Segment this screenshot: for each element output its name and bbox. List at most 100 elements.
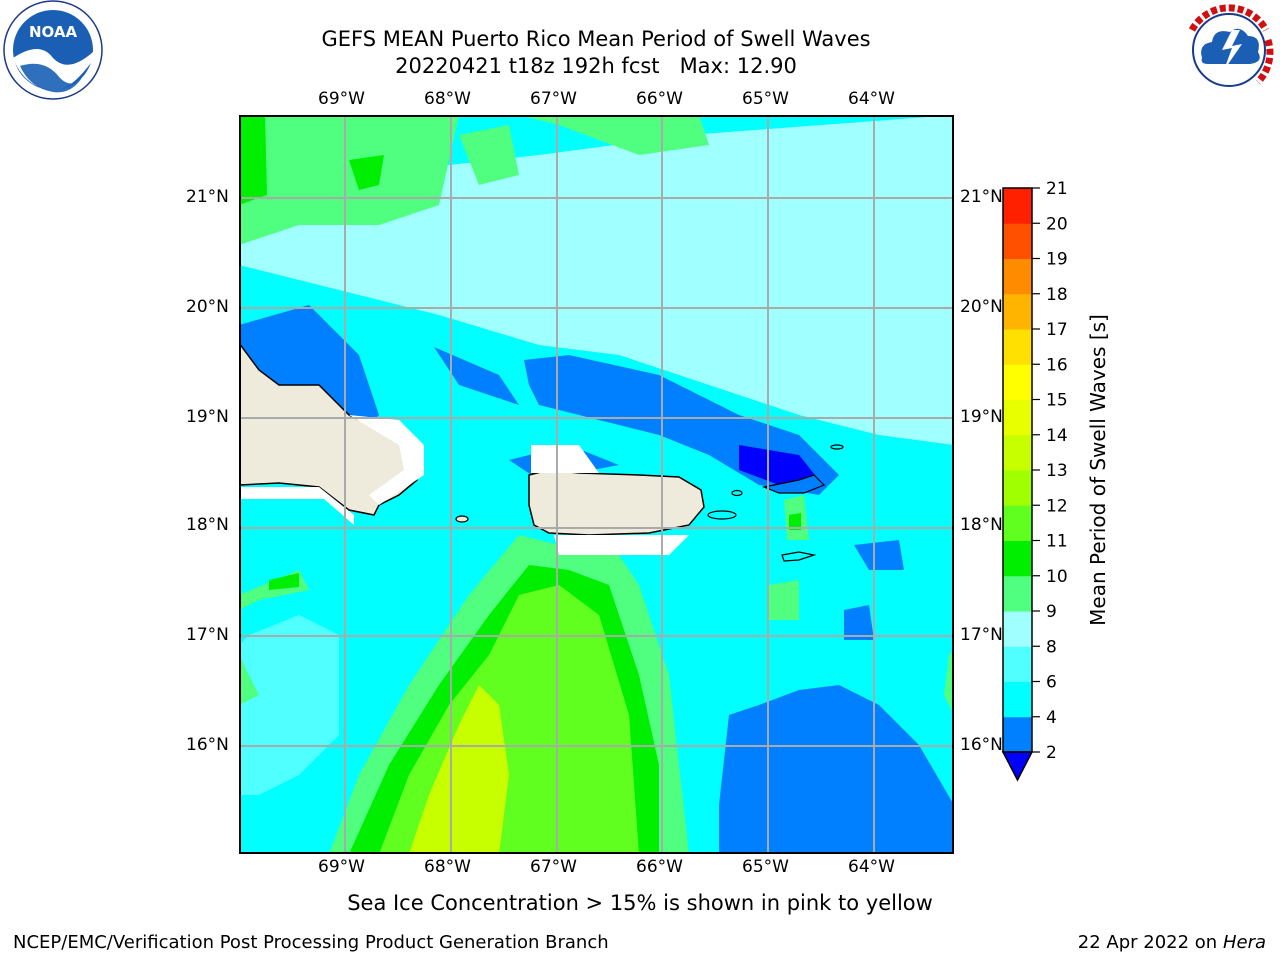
contour-light-green-east — [769, 580, 799, 620]
lon-label-top-66w: 66°W — [636, 89, 683, 109]
colorbar-min-arrow — [1001, 751, 1034, 782]
colorbar-tick-label: 20 — [1046, 214, 1068, 234]
colorbar-label: Mean Period of Swell Waves [s] — [1086, 314, 1110, 626]
lat-label-right-19n: 19°N — [960, 407, 1003, 427]
colorbar-tick-label: 18 — [1046, 285, 1068, 305]
lon-label-bottom-69w: 69°W — [318, 857, 365, 877]
contour-blue-southeast — [719, 685, 954, 854]
colorbar-band — [1003, 188, 1032, 224]
colorbar-tick-label: 8 — [1046, 637, 1057, 657]
lat-label-right-16n: 16°N — [960, 735, 1003, 755]
contour-blue-patch-east — [854, 540, 904, 570]
contour-blue-patch-southeast — [844, 605, 874, 640]
contour-light-green-edge — [239, 655, 259, 705]
colorbar-tick-label: 10 — [1046, 567, 1068, 587]
colorbar-band — [1003, 329, 1032, 365]
land-puerto-rico — [528, 469, 705, 536]
colorbar-tick-label: 4 — [1046, 708, 1057, 728]
colorbar-tick-label: 2 — [1046, 743, 1057, 763]
sea-ice-note: Sea Ice Concentration > 15% is shown in … — [347, 891, 933, 915]
mask-hispaniola-east — [349, 415, 424, 505]
colorbar-band — [1003, 505, 1032, 541]
lon-label-bottom-68w: 68°W — [424, 857, 471, 877]
colorbar-band — [1003, 293, 1032, 330]
colorbar-band — [1003, 681, 1032, 718]
contour-green-patch — [349, 155, 384, 190]
contour-green-nw — [239, 115, 267, 205]
colorbar-band — [1003, 223, 1032, 259]
branch-credit: NCEP/EMC/Verification Post Processing Pr… — [13, 932, 609, 953]
colorbar-tick-label: 21 — [1046, 180, 1068, 199]
contour-green-stcroix — [789, 513, 801, 530]
lat-label-left-17n: 17°N — [186, 625, 229, 645]
island-st-croix — [781, 551, 817, 562]
colorbar-band — [1003, 364, 1032, 400]
mask-puerto-rico-south — [554, 535, 689, 555]
contour-deep-blue-patch — [739, 445, 819, 485]
colorbar-band — [1003, 716, 1032, 753]
contour-light-green-patch — [459, 125, 519, 185]
colorbar-tick-label: 17 — [1046, 320, 1068, 340]
colorbar-tick-label: 19 — [1046, 250, 1068, 270]
lon-label-bottom-66w: 66°W — [636, 857, 683, 877]
chart-title: GEFS MEAN Puerto Rico Mean Period of Swe… — [321, 27, 871, 51]
noaa-logo: NOAA — [3, 0, 103, 100]
lon-label-top-67w: 67°W — [530, 89, 577, 109]
contour-yellow-green-south — [409, 685, 509, 854]
noaa-logo-text: NOAA — [29, 23, 78, 41]
lon-label-top-69w: 69°W — [318, 89, 365, 109]
mask-puerto-rico-north — [531, 445, 599, 473]
colorbar: 2 4 6 8 9 10 11 12 13 14 15 16 17 18 19 20 21 — [1001, 180, 1068, 782]
colorbar-tick-label: 11 — [1046, 532, 1068, 552]
lat-label-right-17n: 17°N — [960, 625, 1003, 645]
map-gridlines — [239, 115, 954, 854]
colorbar-band — [1003, 575, 1032, 612]
host-name: Hera — [1222, 932, 1266, 953]
lon-label-bottom-64w: 64°W — [848, 857, 895, 877]
colorbar-band — [1003, 470, 1032, 506]
contour-aqua-southwest — [239, 615, 339, 795]
colorbar-tick-label: 9 — [1046, 602, 1057, 622]
colorbar-tick-label: 15 — [1046, 391, 1068, 411]
colorbar-tick-label: 16 — [1046, 355, 1068, 375]
lon-label-top-64w: 64°W — [848, 89, 895, 109]
colorbar-band — [1003, 258, 1032, 295]
lat-label-right-18n: 18°N — [960, 515, 1003, 535]
lat-label-left-21n: 21°N — [186, 187, 229, 207]
lat-label-right-20n: 20°N — [960, 297, 1003, 317]
colorbar-band — [1003, 540, 1032, 577]
colorbar-tick-label: 6 — [1046, 673, 1057, 693]
contour-light-green-nw — [239, 115, 459, 245]
colorbar-ticks: 2 4 6 8 9 10 11 12 13 14 15 16 17 18 19 20 21 — [1032, 180, 1068, 763]
contour-light-green-east-edge — [944, 650, 954, 715]
colorbar-tick-label: 13 — [1046, 461, 1068, 481]
lon-label-bottom-67w: 67°W — [530, 857, 577, 877]
lat-label-left-19n: 19°N — [186, 407, 229, 427]
island-culebra — [731, 489, 743, 497]
map-frame — [239, 115, 954, 854]
island-virgin-islands — [761, 474, 826, 494]
chart-subtitle: 20220421 t18z 192h fcst Max: 12.90 — [395, 54, 797, 78]
mask-hispaniola — [239, 487, 354, 525]
swell-period-map — [239, 115, 954, 854]
generation-date: 22 Apr 2022 on — [1077, 932, 1218, 953]
lat-label-left-18n: 18°N — [186, 515, 229, 535]
colorbar-tick-label: 12 — [1046, 496, 1068, 516]
colorbar-bands — [1003, 188, 1032, 753]
contour-green-west — [269, 573, 299, 590]
contour-blue-patch — [434, 347, 519, 405]
island-anegada — [830, 444, 844, 450]
island-vieques — [707, 510, 737, 520]
lat-label-right-21n: 21°N — [960, 187, 1003, 207]
lon-label-bottom-65w: 65°W — [742, 857, 789, 877]
colorbar-band — [1003, 399, 1032, 436]
colorbar-band — [1003, 434, 1032, 471]
island-mona — [455, 515, 469, 523]
colorbar-band — [1003, 646, 1032, 682]
lon-label-top-68w: 68°W — [424, 89, 471, 109]
lon-label-top-65w: 65°W — [742, 89, 789, 109]
lat-label-left-20n: 20°N — [186, 297, 229, 317]
colorbar-band — [1003, 611, 1032, 647]
lat-label-left-16n: 16°N — [186, 735, 229, 755]
land-hispaniola — [239, 341, 418, 516]
